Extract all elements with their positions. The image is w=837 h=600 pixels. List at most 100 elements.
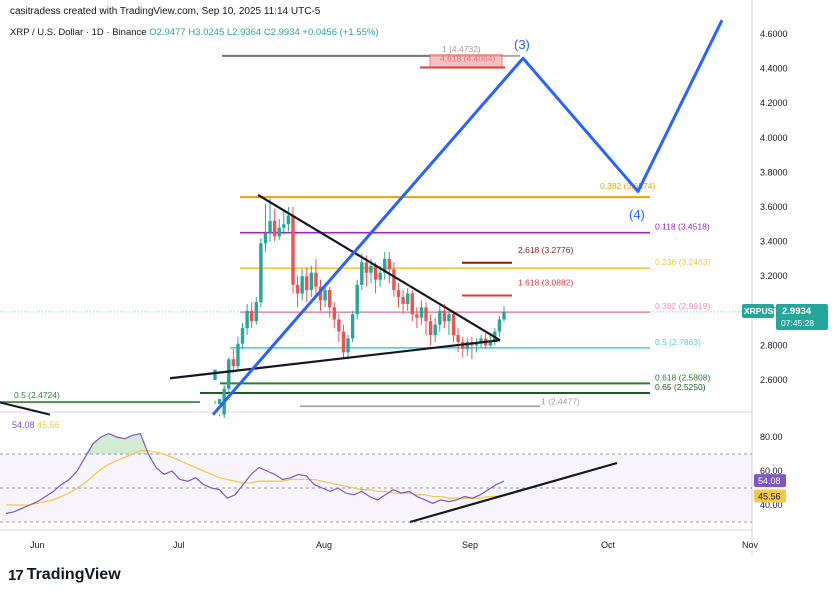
- candle-body: [355, 284, 359, 315]
- symbol-ohlc-line: XRP / U.S. Dollar · 1D · Binance O2.9477…: [10, 27, 378, 38]
- candle-body: [300, 276, 304, 294]
- high-value: H3.0245: [188, 27, 225, 38]
- chart-credit: casitradess created with TradingView.com…: [10, 6, 321, 17]
- candle-body: [254, 302, 258, 322]
- candle-body: [337, 319, 341, 332]
- fib-level-label: 0.382 (2.9919): [655, 301, 710, 311]
- candle-body: [309, 272, 314, 291]
- triangle-lower-trendline: [169, 339, 501, 380]
- symbol-label[interactable]: XRP / U.S. Dollar · 1D · Binance: [10, 27, 147, 38]
- rsi-tick-label: 40.00: [760, 500, 783, 510]
- candle-body: [401, 296, 405, 304]
- candle-body: [217, 399, 222, 405]
- candle-body: [249, 310, 254, 322]
- rsi-header-value: 54.08: [12, 420, 35, 430]
- tradingview-logo-icon: 17: [8, 566, 24, 584]
- price-tick-label: 3.6000: [760, 202, 788, 212]
- candle-body: [314, 272, 318, 287]
- rsi-ma-line: [6, 449, 505, 506]
- candle-body: [392, 269, 396, 291]
- candle-body: [451, 314, 456, 336]
- time-tick-label: Oct: [601, 540, 616, 550]
- candle-body: [341, 331, 346, 353]
- candle-body: [415, 314, 419, 318]
- fib-level-label: 1 (2.4477): [541, 396, 580, 406]
- candle-body: [245, 310, 249, 329]
- candle-body: [428, 321, 433, 336]
- candle-body: [277, 227, 281, 237]
- candle-body: [369, 265, 373, 273]
- candle-body: [387, 258, 392, 270]
- candle-body: [272, 220, 277, 237]
- candle-body: [378, 272, 382, 280]
- extension-level-label: 1.618 (3.0882): [518, 278, 573, 288]
- candle-body: [346, 338, 350, 353]
- candle-body: [227, 359, 231, 389]
- candle-body: [282, 224, 286, 228]
- fib-level-label: 0.5 (2.4724): [14, 390, 60, 400]
- candle-body: [502, 311, 506, 320]
- rsi-value-label-bg: [754, 474, 786, 488]
- candle-body: [268, 220, 272, 233]
- price-label-symbol: XRPUSD: [744, 306, 779, 316]
- extension-level-label: 4.618 (4.4064): [440, 53, 495, 63]
- candle-body: [291, 215, 295, 285]
- time-tick-label: Aug: [316, 540, 332, 550]
- rsi-tick-label: 80.00: [760, 432, 783, 442]
- elliott-projection-path: [211, 19, 724, 416]
- time-tick-label: Jul: [173, 540, 185, 550]
- time-tick-label: Nov: [742, 540, 759, 550]
- candle-body: [465, 341, 470, 349]
- fib-level-label: 0.65 (2.5250): [655, 382, 706, 392]
- candle-body: [447, 314, 451, 322]
- rsi-ma-value-label-bg: [754, 489, 786, 503]
- fib-level-label: 0.118 (3.4518): [655, 222, 710, 232]
- candle-body: [236, 343, 240, 367]
- candle-body: [327, 290, 332, 308]
- rsi-trendline: [409, 461, 618, 524]
- fib-level-label: 0.618 (2.5808): [655, 372, 710, 382]
- candle-body: [433, 324, 437, 336]
- candle-body: [373, 265, 378, 280]
- candle-body: [474, 343, 479, 346]
- candle-body: [240, 328, 245, 344]
- fib-level-label: 0.382 (3.6574): [600, 181, 655, 191]
- candle-body: [405, 293, 410, 304]
- tradingview-logo[interactable]: 17 TradingView: [8, 566, 121, 584]
- candle-body: [488, 341, 492, 346]
- candle-body: [213, 369, 217, 380]
- triangle-upper-trendline: [257, 193, 501, 342]
- candle-body: [396, 290, 401, 297]
- price-tick-label: 4.6000: [760, 29, 788, 39]
- rsi-tick-label: 60.00: [760, 466, 783, 476]
- candle-body: [383, 258, 387, 273]
- candle-body: [456, 335, 460, 342]
- candle-body: [364, 262, 369, 273]
- candle-body: [497, 319, 502, 332]
- price-tick-label: 4.0000: [760, 133, 788, 143]
- price-tick-label: 3.8000: [760, 167, 788, 177]
- rsi-value-label: 54.08: [758, 476, 781, 486]
- candle-body: [295, 284, 300, 294]
- close-value: C2.9934: [263, 27, 300, 38]
- candle-body: [259, 243, 263, 303]
- rsi-ma-header-value: 45.56: [37, 420, 60, 430]
- candle-body: [286, 215, 291, 225]
- price-tick-label: 3.2000: [760, 271, 788, 281]
- extension-level-label: 2.618 (3.2776): [518, 245, 573, 255]
- candle-body: [323, 290, 327, 301]
- price-tick-label: 4.2000: [760, 98, 788, 108]
- price-label-symbol-bg: [742, 303, 774, 318]
- price-tick-label: 2.6000: [760, 375, 788, 385]
- rsi-line: [5, 432, 505, 515]
- fib-level-label: 0.236 (3.2463): [655, 257, 710, 267]
- candle-body: [419, 307, 424, 318]
- fib-level-label: 1 (4.4732): [442, 44, 481, 54]
- candle-body: [442, 310, 447, 322]
- price-tick-label: 4.4000: [760, 64, 788, 74]
- candle-body: [438, 310, 442, 325]
- candle-body: [231, 359, 236, 367]
- rsi-band: [0, 454, 752, 522]
- wave-label-4: (4): [629, 207, 645, 222]
